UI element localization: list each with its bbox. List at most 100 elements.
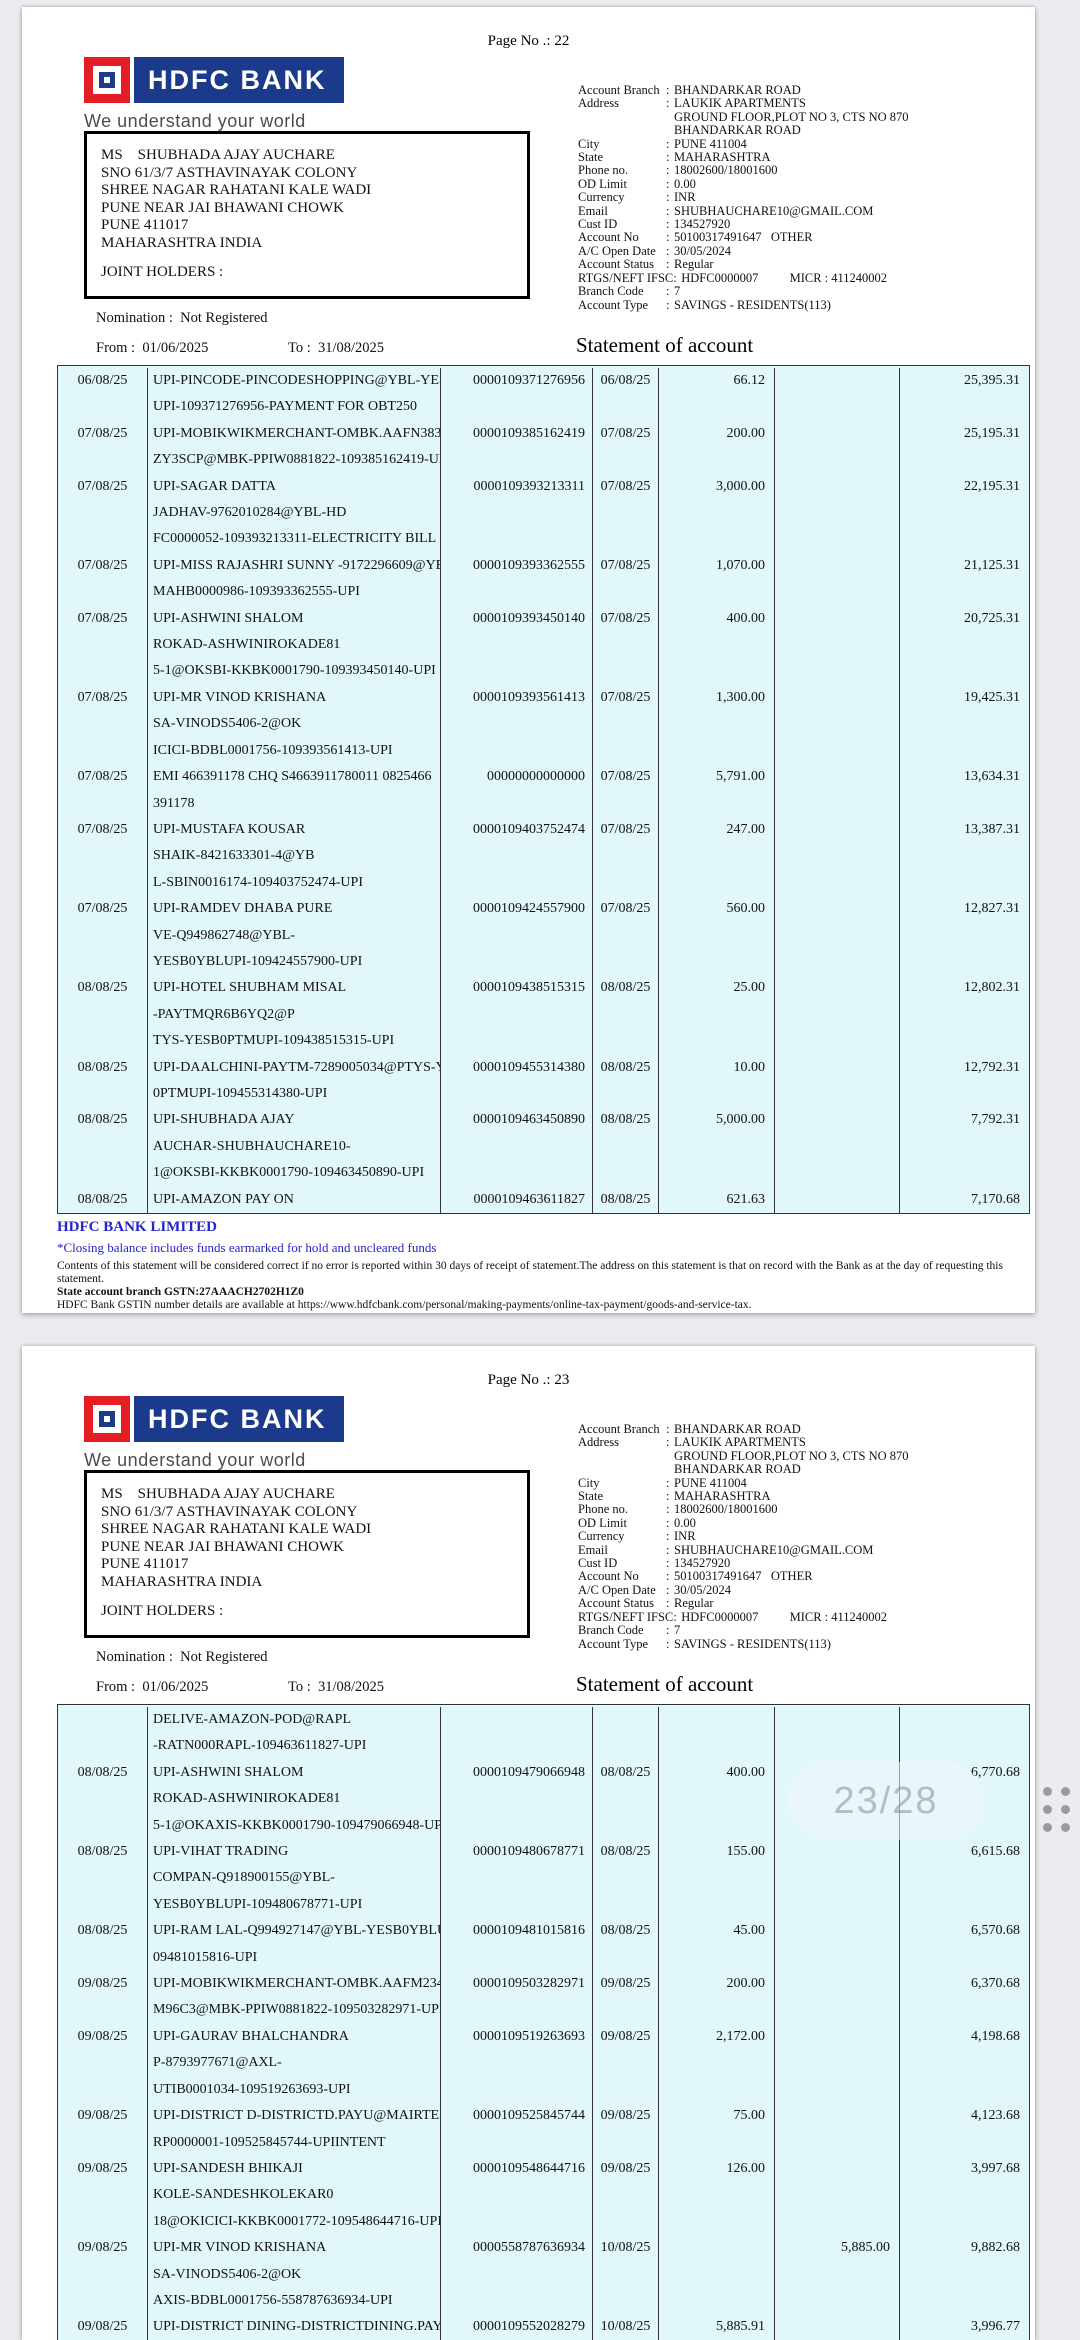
cell-withdrawal: 66.12: [659, 368, 775, 395]
cell-value-date: 08/08/25: [593, 975, 659, 1002]
cell-narration: EMI 466391178 CHQ S4663911780011 0825466: [148, 764, 441, 791]
cell-narration: UPI-109371276956-PAYMENT FOR OBT250: [148, 394, 441, 421]
cell-value-date: 09/08/25: [593, 1971, 659, 1998]
cell-balance: [900, 1892, 1029, 1918]
account-info-value: BHANDARKAR ROAD: [674, 83, 801, 97]
cell-balance: [900, 1081, 1029, 1107]
cell-withdrawal: 2,172.00: [659, 2023, 775, 2051]
account-info-value: INR: [674, 190, 696, 205]
cell-withdrawal: 5,000.00: [659, 1107, 775, 1134]
cell-date: [58, 922, 148, 949]
cell-narration: DELIVE-AMAZON-POD@RAPL: [148, 1707, 441, 1734]
footer-gstn: State account branch GSTN:27AAACH2702H1Z…: [57, 1286, 304, 1298]
cell-withdrawal: 10.00: [659, 1054, 775, 1081]
cell-value-date: 09/08/25: [593, 2023, 659, 2051]
cell-deposit: [775, 394, 900, 421]
colon: :: [673, 1609, 677, 1624]
account-info-label: State: [578, 150, 603, 165]
cell-withdrawal: [659, 1812, 775, 1840]
account-info-block: Account Branch: BHANDARKAR ROAD Address: LA…: [578, 1422, 1018, 1651]
statement-title: Statement of account: [576, 1672, 754, 1696]
cell-balance: [900, 632, 1029, 658]
account-info-label: Account No: [578, 1569, 639, 1584]
account-info-row: Branch Code:7: [578, 284, 1018, 298]
cell-withdrawal: 200.00: [659, 420, 775, 448]
footer-gstin-note: HDFC Bank GSTIN number details are avail…: [57, 1299, 752, 1311]
cell-withdrawal: [659, 1997, 775, 2024]
cell-value-date: [593, 1786, 659, 1813]
cell-withdrawal: 200.00: [659, 1971, 775, 1998]
account-info-label: State: [578, 1489, 603, 1504]
table-row: 07/08/25 UPI-RAMDEV DHABA PURE 00001094245…: [58, 896, 1029, 923]
account-info-value: 7: [674, 1623, 681, 1638]
cell-value-date: [593, 1001, 659, 1029]
cell-value-date: 06/08/25: [593, 368, 659, 395]
cell-withdrawal: 400.00: [659, 605, 775, 633]
hdfc-logo-text: HDFC BANK: [134, 1396, 345, 1442]
cell-narration: UPI-SHUBHADA AJAY: [148, 1107, 441, 1134]
cell-value-date: [593, 2261, 659, 2288]
cell-date: 07/08/25: [58, 684, 148, 712]
cell-balance: [900, 711, 1029, 737]
cell-withdrawal: [659, 1786, 775, 1813]
footer-contents-note: Contents of this statement will be consi…: [57, 1260, 1003, 1285]
table-row: SA-VINODS5406-2@OK: [58, 2261, 1029, 2288]
cell-ref-no: [441, 1865, 593, 1892]
cell-ref-no: 0000109393450140: [441, 605, 593, 633]
cell-ref-no: 0000109519263693: [441, 2023, 593, 2051]
cell-deposit: [775, 1971, 900, 1998]
cell-withdrawal: 1,300.00: [659, 684, 775, 712]
cell-narration: P-8793977671@AXL-: [148, 2050, 441, 2077]
cell-balance: [900, 1707, 1029, 1733]
cell-value-date: [593, 2182, 659, 2209]
account-info-label: Account Status: [578, 1596, 655, 1611]
cell-withdrawal: 400.00: [659, 1759, 775, 1787]
cell-narration: 0PTMUPI-109455314380-UPI: [148, 1080, 441, 1108]
cell-date: [58, 843, 148, 870]
cell-deposit: 5,885.00: [775, 2235, 900, 2262]
account-info-label: Cust ID: [578, 1556, 618, 1571]
cell-withdrawal: [659, 2261, 775, 2288]
cell-value-date: 08/08/25: [593, 1186, 659, 1213]
cell-withdrawal: [659, 2287, 775, 2315]
colon: :: [666, 1542, 670, 1557]
scroll-handle[interactable]: [1034, 1778, 1078, 1840]
cell-ref-no: 0000109480678771: [441, 1839, 593, 1866]
account-info-label: RTGS/NEFT IFSC: [578, 270, 674, 285]
cell-deposit: [775, 2287, 900, 2315]
cell-ref-no: [441, 500, 593, 527]
table-row: 07/08/25 EMI 466391178 CHQ S4663911780011…: [58, 764, 1029, 791]
table-row: 09/08/25 UPI-GAURAV BHALCHANDRA 0000109519…: [58, 2023, 1029, 2051]
cell-ref-no: [441, 1001, 593, 1029]
colon: :: [666, 1582, 670, 1597]
cell-date: [58, 869, 148, 897]
table-row: FC0000052-109393213311-ELECTRICITY BILL: [58, 526, 1029, 553]
cell-date: [58, 1080, 148, 1108]
account-info-value: SAVINGS - RESIDENTS(113): [674, 297, 831, 312]
hdfc-emblem-icon: [84, 1396, 130, 1442]
table-row: 09/08/25 UPI-MOBIKWIKMERCHANT-OMBK.AAFM23…: [58, 1971, 1029, 1998]
account-info-value: MAHARASHTRA: [674, 150, 771, 165]
account-info-label: Account Type: [578, 1636, 649, 1651]
table-row: ZY3SCP@MBK-PPIW0881822-109385162419-UPI: [58, 447, 1029, 474]
account-info-row: OD Limit:0.00: [578, 177, 1018, 191]
account-info-value: BHANDARKAR ROAD: [674, 1422, 801, 1436]
cell-balance: 7,792.31: [971, 1112, 1020, 1128]
account-info-row: Phone no.:18002600/18001600: [578, 1503, 1018, 1517]
cell-ref-no: 0000109479066948: [441, 1759, 593, 1787]
cell-withdrawal: [659, 526, 775, 553]
cell-narration: UPI-DISTRICT DINING-DISTRICTDINING.PAYU@: [148, 2314, 441, 2340]
colon: :: [666, 1623, 670, 1638]
account-info-value: 30/05/2024: [674, 1582, 731, 1597]
account-info-row: Account No:50100317491647 OTHER: [578, 1569, 1018, 1584]
cell-narration: UPI-ASHWINI SHALOM: [148, 605, 441, 633]
cell-deposit: [775, 1054, 900, 1081]
cell-value-date: 07/08/25: [593, 816, 659, 844]
cell-deposit: [775, 1080, 900, 1108]
cell-narration: AUCHAR-SHUBHAUCHARE10-: [148, 1133, 441, 1161]
cell-ref-no: [441, 1733, 593, 1760]
customer-address-line: MS SHUBHADA AJAY AUCHARE: [101, 147, 335, 163]
cell-value-date: 07/08/25: [593, 473, 659, 501]
table-row: 08/08/25 UPI-SHUBHADA AJAY 000010946345089…: [58, 1107, 1029, 1134]
